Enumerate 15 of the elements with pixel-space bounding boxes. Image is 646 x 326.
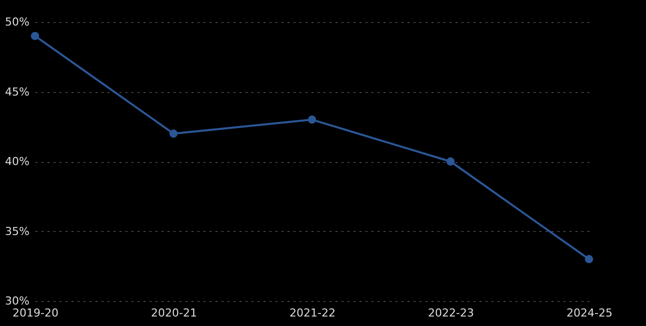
- x-tick-label: 2022-23: [428, 306, 474, 320]
- x-tick-label: 2019-20: [12, 306, 58, 320]
- x-tick-label: 2024-25: [566, 306, 612, 320]
- point: [169, 130, 178, 138]
- point: [30, 32, 40, 40]
- y-tick-label: 50%: [5, 16, 30, 28]
- x-tick-label: 2020-21: [151, 306, 197, 320]
- point: [308, 116, 316, 124]
- y-tick-label: 30%: [5, 294, 30, 308]
- point: [584, 255, 594, 264]
- y-tick-label: 35%: [5, 224, 30, 238]
- point: [446, 157, 455, 166]
- y-tick-label: 45%: [5, 85, 30, 98]
- x-tick-label: 2021-22: [290, 306, 336, 320]
- y-tick-label: 40%: [5, 155, 30, 168]
